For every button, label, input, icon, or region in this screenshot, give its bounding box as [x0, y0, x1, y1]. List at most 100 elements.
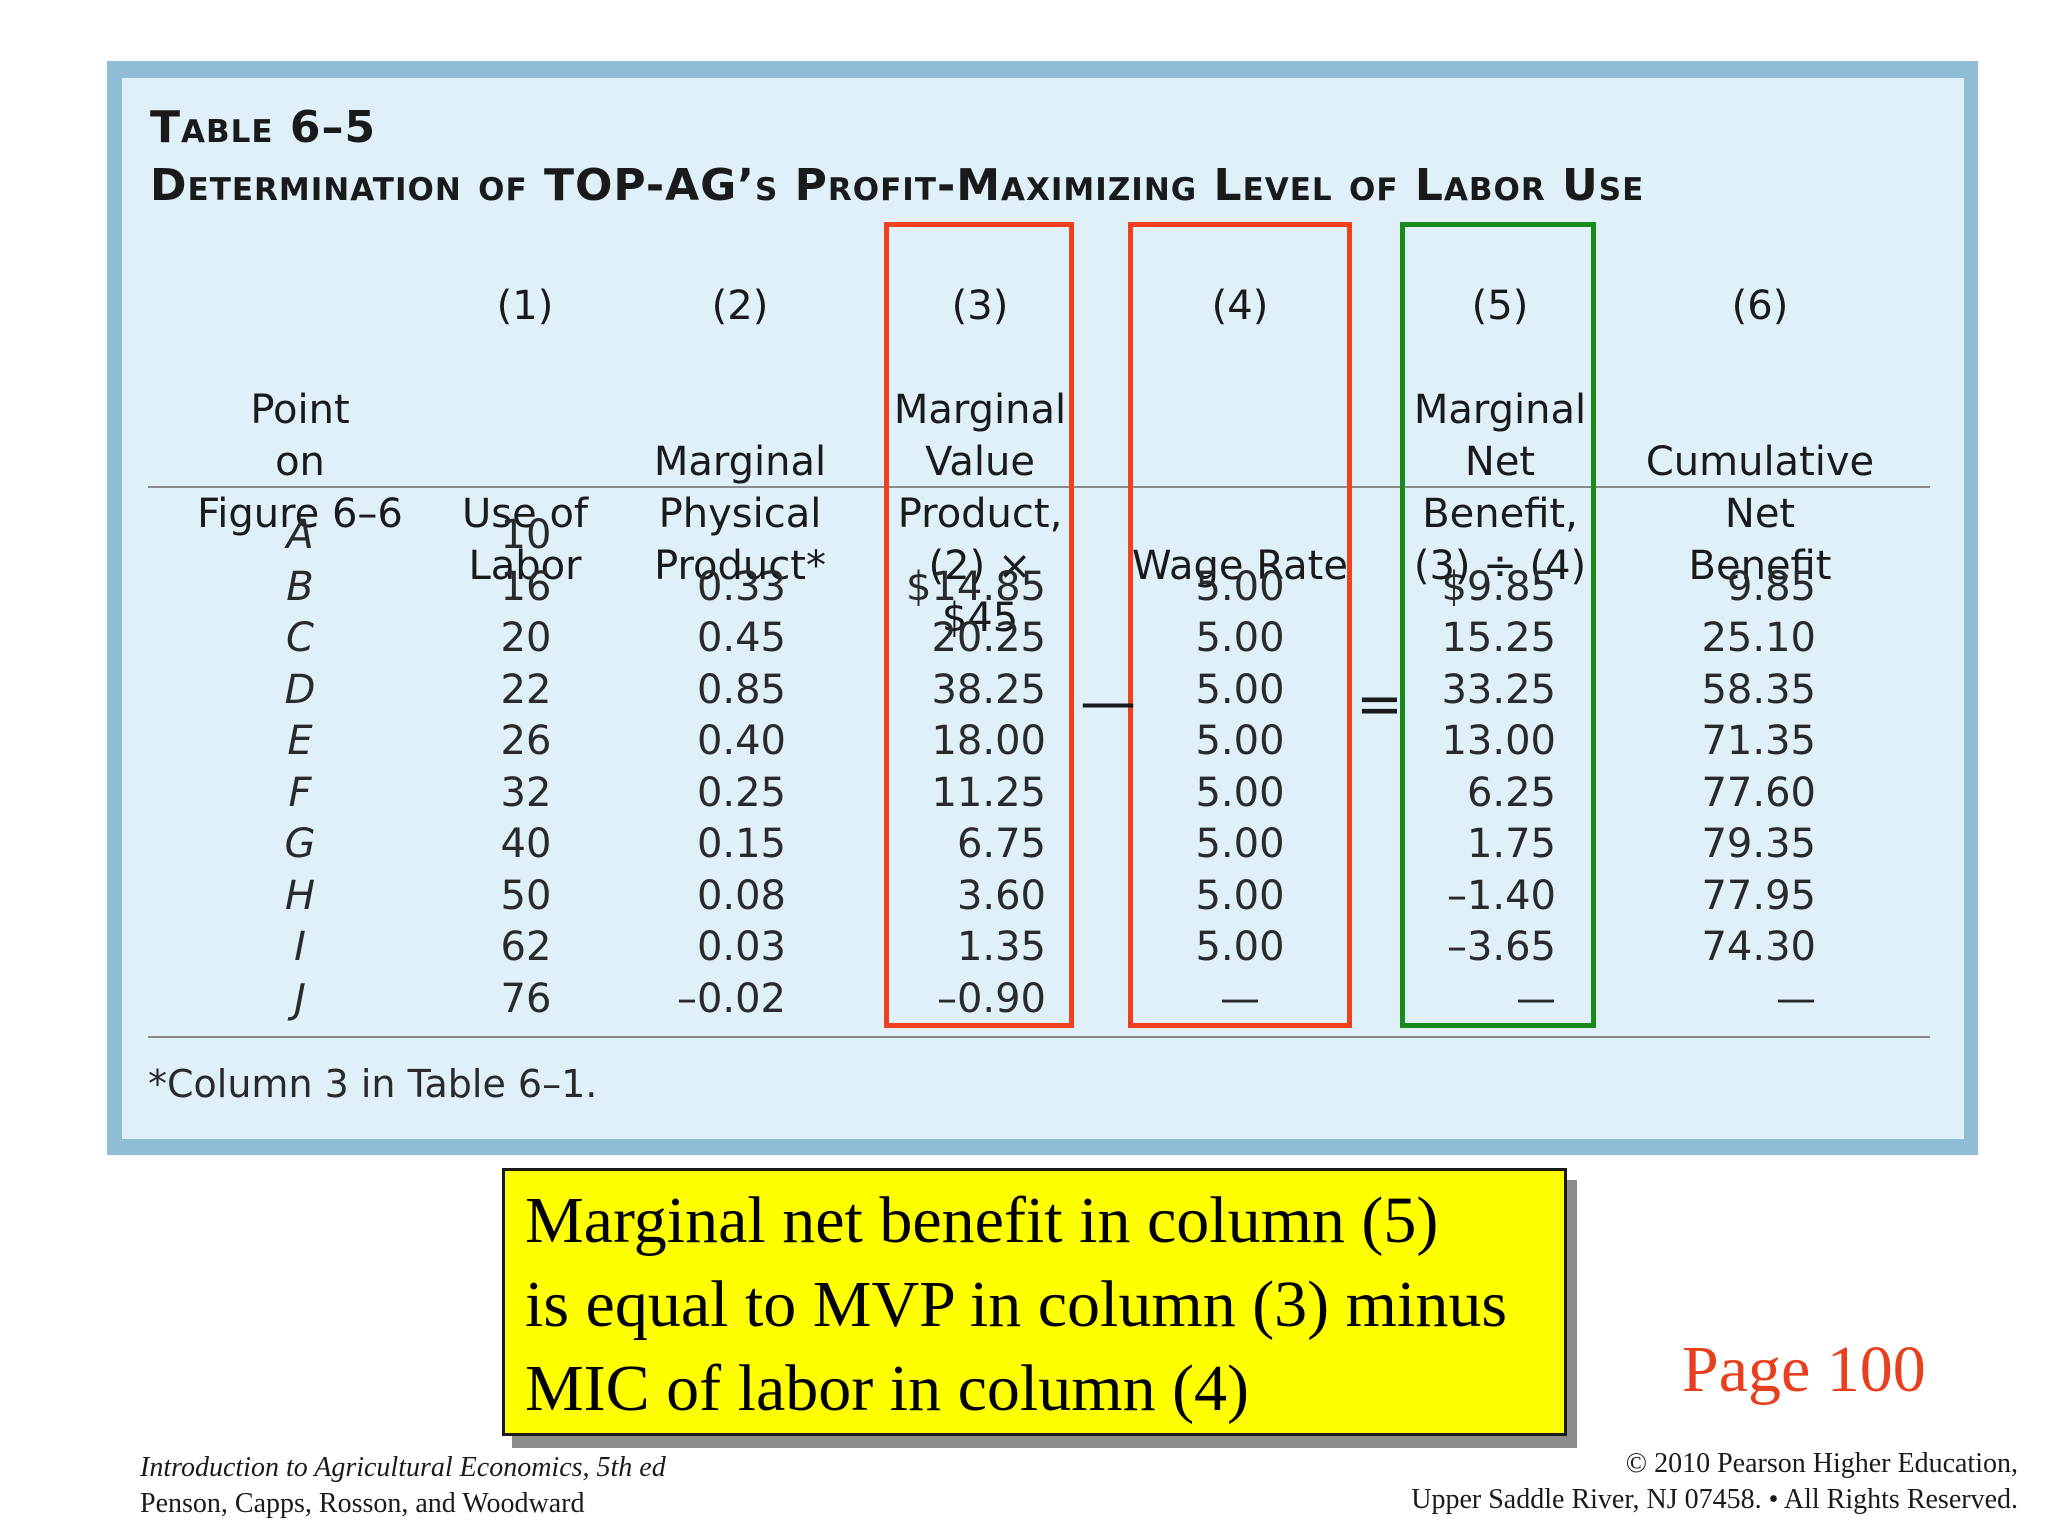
cell-mvp: –0.90 — [936, 975, 1046, 1022]
mvp-highlight-box — [884, 222, 1074, 1028]
cell-mnb: –1.40 — [1446, 872, 1556, 919]
cell-point: D — [284, 666, 316, 713]
cell-use-of-labor: 16 — [500, 563, 552, 610]
header-wage-rate: (4) Wage Rate — [1130, 228, 1350, 644]
cell-cnb: 77.95 — [1701, 872, 1816, 919]
header-mnb: (5) Marginal Net Benefit, (3) ÷ (4) — [1400, 228, 1600, 644]
cell-wage-rate: 5.00 — [1195, 872, 1285, 919]
cell-mpp: –0.02 — [676, 975, 786, 1022]
cell-wage-rate: 5.00 — [1195, 769, 1285, 816]
net-benefit-highlight-box — [1400, 222, 1596, 1028]
cell-wage-rate: 5.00 — [1195, 615, 1285, 661]
callout-box: Marginal net benefit in column (5) is eq… — [502, 1168, 1567, 1436]
header-mpp: (2) Marginal Physical Product* — [640, 228, 840, 644]
cell-point: F — [288, 769, 312, 816]
cell-mvp: 11.25 — [931, 769, 1046, 816]
cell-mnb: 1.75 — [1466, 821, 1556, 867]
cell-point: I — [294, 924, 306, 970]
cell-mpp: 0.33 — [696, 563, 786, 610]
header-cnb-num: (6) — [1731, 283, 1789, 329]
cell-wage-rate: 5.00 — [1195, 563, 1285, 610]
cell-mpp: 0.40 — [696, 718, 786, 764]
header-use-of-labor: (1) Use of Labor — [440, 228, 610, 644]
cell-wage-rate: 5.00 — [1195, 718, 1285, 764]
cell-point: G — [284, 821, 316, 867]
header-mnb-num: (5) — [1471, 283, 1529, 329]
cell-mpp: 0.15 — [696, 821, 786, 867]
book-title: Introduction to Agricultural Economics, … — [140, 1452, 666, 1483]
table-footnote: *Column 3 in Table 6–1. — [148, 1062, 598, 1106]
cell-mvp: 20.25 — [931, 615, 1046, 661]
header-point: Point on Figure 6–6 — [180, 228, 420, 592]
cell-mpp: 0.25 — [696, 769, 786, 816]
header-wage-rate-num: (4) — [1211, 283, 1269, 329]
minus-operator: — — [1080, 670, 1136, 735]
cell-use-of-labor: 10 — [500, 512, 552, 558]
cell-mvp: 1.35 — [956, 924, 1046, 970]
equals-operator: = — [1356, 672, 1403, 737]
cell-mnb: –3.65 — [1446, 924, 1556, 970]
cell-cnb: 9.85 — [1726, 563, 1816, 610]
header-cnb: (6) Cumulative Net Benefit — [1640, 228, 1880, 644]
callout-line-3: MIC of labor in column (4) — [525, 1352, 1250, 1425]
cell-mpp: 0.03 — [696, 924, 786, 970]
cell-wage-rate: 5.00 — [1195, 821, 1285, 867]
cell-wage-rate: — — [1220, 975, 1260, 1022]
publisher-address: Upper Saddle River, NJ 07458. • All Righ… — [1411, 1484, 2018, 1515]
cell-cnb: 79.35 — [1701, 821, 1816, 867]
copyright-credit: © 2010 Pearson Higher Education, Upper S… — [1411, 1446, 2018, 1518]
cell-cnb: 25.10 — [1701, 615, 1816, 661]
cell-use-of-labor: 22 — [500, 666, 552, 713]
cell-mnb: 15.25 — [1441, 615, 1556, 661]
cell-cnb: 77.60 — [1701, 769, 1816, 816]
cell-mvp: $14.85 — [906, 563, 1046, 610]
wage-highlight-box — [1128, 222, 1352, 1028]
header-use-of-labor-num: (1) — [496, 283, 554, 329]
header-use-of-labor-label: Use of Labor — [462, 491, 588, 589]
header-divider — [148, 486, 1930, 488]
book-authors: Penson, Capps, Rosson, and Woodward — [140, 1488, 585, 1519]
header-mvp-num: (3) — [951, 283, 1009, 329]
cell-wage-rate: 5.00 — [1195, 666, 1285, 713]
book-credit: Introduction to Agricultural Economics, … — [140, 1450, 666, 1522]
cell-point: C — [286, 615, 314, 661]
cell-mpp: 0.85 — [696, 666, 786, 713]
header-mvp: (3) Marginal Value Product, (2) × $45 — [885, 228, 1075, 696]
header-mpp-label: Marginal Physical Product* — [653, 439, 827, 589]
header-cnb-label: Cumulative Net Benefit — [1645, 439, 1875, 589]
cell-mvp: 3.60 — [956, 872, 1046, 919]
cell-use-of-labor: 76 — [500, 975, 552, 1022]
cell-mvp: 6.75 — [956, 821, 1046, 867]
cell-mvp: 38.25 — [931, 666, 1046, 713]
cell-point: B — [286, 563, 314, 610]
cell-cnb: 58.35 — [1701, 666, 1816, 713]
cell-mnb: — — [1516, 975, 1556, 1022]
footer-divider — [148, 1036, 1930, 1038]
header-mpp-num: (2) — [711, 283, 769, 329]
cell-point: A — [286, 512, 314, 558]
cell-cnb: 74.30 — [1701, 924, 1816, 970]
cell-use-of-labor: 26 — [500, 718, 552, 764]
header-point-label: Point on Figure 6–6 — [197, 387, 403, 537]
table-panel — [122, 78, 1964, 1139]
cell-mvp: 18.00 — [931, 718, 1046, 764]
cell-mpp: 0.08 — [696, 872, 786, 919]
cell-point: H — [284, 872, 316, 919]
cell-cnb: — — [1776, 975, 1816, 1022]
table-label: Table 6–5 — [150, 102, 377, 153]
header-wage-rate-label: Wage Rate — [1132, 543, 1348, 589]
cell-use-of-labor: 50 — [500, 872, 552, 919]
callout-line-1: Marginal net benefit in column (5) — [525, 1184, 1439, 1257]
cell-mnb: 6.25 — [1466, 769, 1556, 816]
copyright-line: © 2010 Pearson Higher Education, — [1625, 1448, 2018, 1479]
cell-use-of-labor: 20 — [500, 615, 552, 661]
header-mnb-label: Marginal Net Benefit, (3) ÷ (4) — [1413, 387, 1587, 589]
cell-use-of-labor: 62 — [500, 924, 552, 970]
cell-mnb: 13.00 — [1441, 718, 1556, 764]
header-mvp-label: Marginal Value Product, (2) × $45 — [893, 387, 1067, 641]
page-reference: Page 100 — [1682, 1333, 1926, 1406]
cell-use-of-labor: 40 — [500, 821, 552, 867]
cell-mpp: 0.45 — [696, 615, 786, 661]
table-title: Determination of TOP-AG’s Profit-Maximiz… — [150, 160, 1645, 211]
cell-mnb: $9.85 — [1441, 563, 1556, 610]
